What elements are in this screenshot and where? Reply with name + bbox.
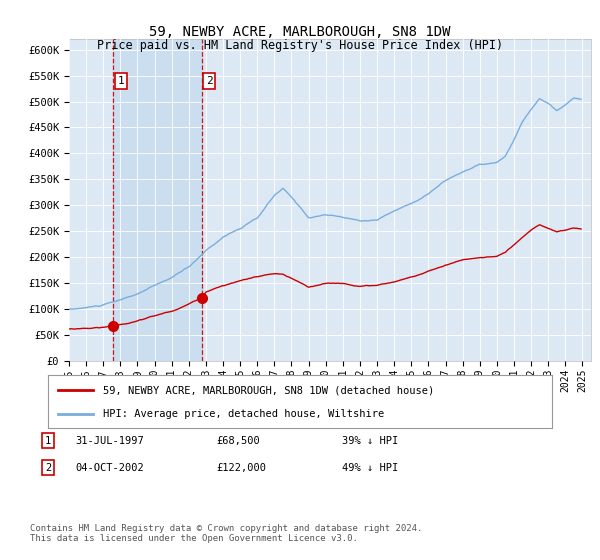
Text: 59, NEWBY ACRE, MARLBOROUGH, SN8 1DW (detached house): 59, NEWBY ACRE, MARLBOROUGH, SN8 1DW (de…	[103, 385, 434, 395]
Bar	[113, 39, 202, 361]
Text: £68,500: £68,500	[216, 436, 260, 446]
Text: HPI: Average price, detached house, Wiltshire: HPI: Average price, detached house, Wilt…	[103, 408, 385, 418]
Text: £122,000: £122,000	[216, 463, 266, 473]
Text: 1: 1	[118, 76, 124, 86]
Text: 49% ↓ HPI: 49% ↓ HPI	[342, 463, 398, 473]
Text: 59, NEWBY ACRE, MARLBOROUGH, SN8 1DW: 59, NEWBY ACRE, MARLBOROUGH, SN8 1DW	[149, 25, 451, 39]
Text: Price paid vs. HM Land Registry's House Price Index (HPI): Price paid vs. HM Land Registry's House …	[97, 39, 503, 52]
Text: 31-JUL-1997: 31-JUL-1997	[75, 436, 144, 446]
Text: 2: 2	[206, 76, 212, 86]
Text: 2: 2	[45, 463, 51, 473]
Text: Contains HM Land Registry data © Crown copyright and database right 2024.
This d: Contains HM Land Registry data © Crown c…	[30, 524, 422, 543]
Text: 04-OCT-2002: 04-OCT-2002	[75, 463, 144, 473]
Text: 39% ↓ HPI: 39% ↓ HPI	[342, 436, 398, 446]
Text: 1: 1	[45, 436, 51, 446]
